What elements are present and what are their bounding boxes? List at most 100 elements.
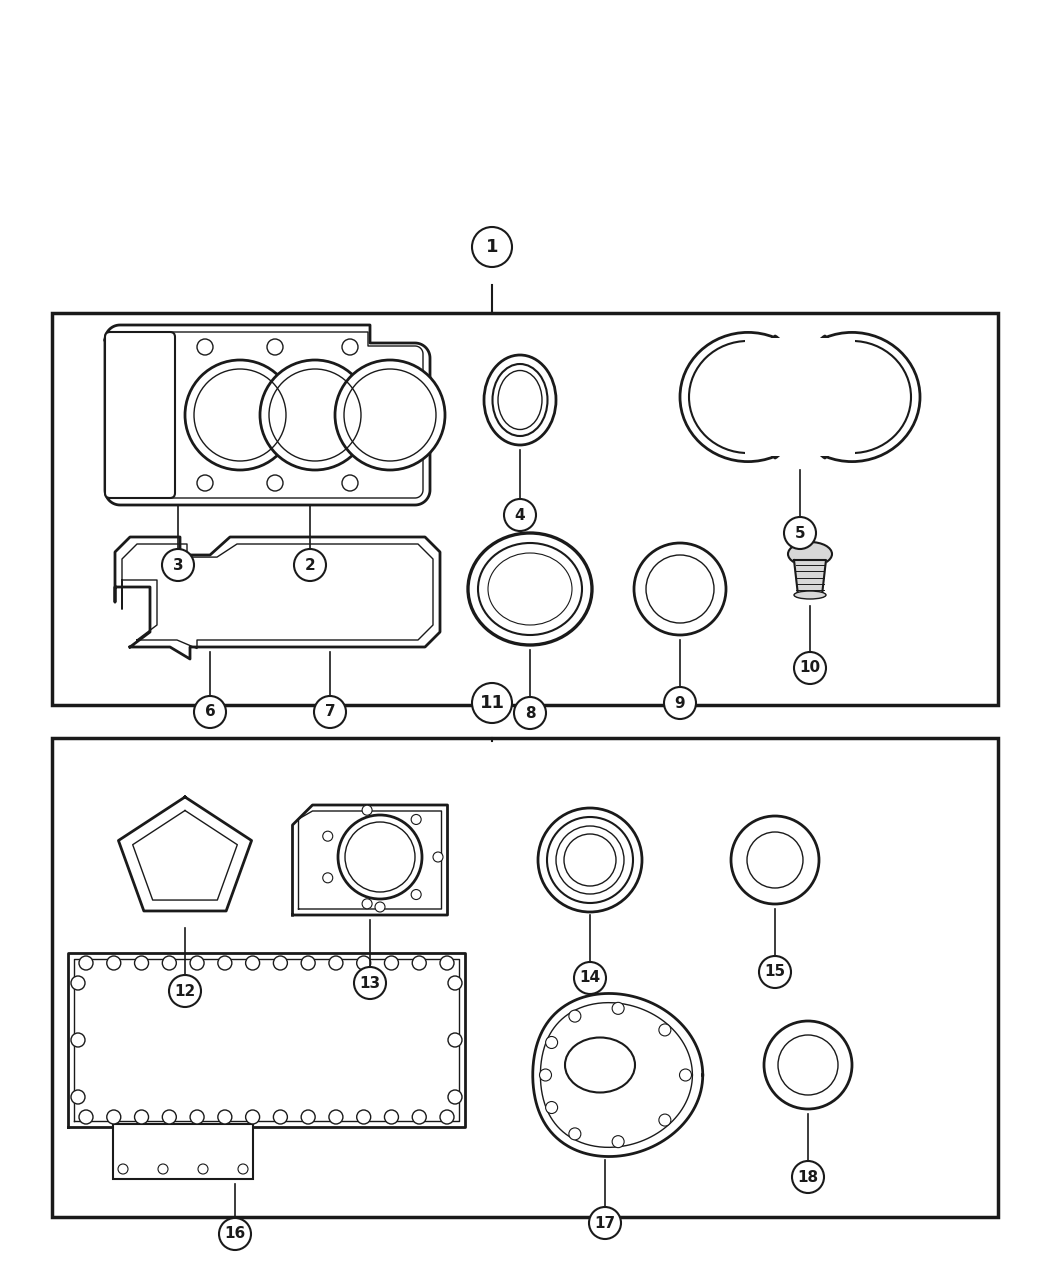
- Circle shape: [267, 476, 284, 491]
- Text: 10: 10: [799, 660, 820, 676]
- Circle shape: [612, 1002, 624, 1015]
- Ellipse shape: [478, 543, 582, 635]
- Circle shape: [246, 956, 259, 970]
- Circle shape: [71, 1090, 85, 1104]
- Text: 1: 1: [486, 238, 499, 256]
- Circle shape: [71, 975, 85, 989]
- Circle shape: [440, 956, 454, 970]
- Circle shape: [504, 499, 536, 530]
- Circle shape: [472, 683, 512, 723]
- Circle shape: [413, 1111, 426, 1125]
- Circle shape: [194, 696, 226, 728]
- Text: 3: 3: [172, 557, 184, 572]
- Text: 15: 15: [764, 964, 785, 979]
- Circle shape: [267, 339, 284, 354]
- Ellipse shape: [794, 592, 826, 599]
- Circle shape: [197, 476, 213, 491]
- Circle shape: [472, 227, 512, 266]
- Circle shape: [238, 1164, 248, 1174]
- Text: 7: 7: [324, 705, 335, 719]
- Circle shape: [659, 1024, 671, 1035]
- Circle shape: [448, 1090, 462, 1104]
- Circle shape: [342, 476, 358, 491]
- Ellipse shape: [788, 542, 832, 566]
- Circle shape: [362, 899, 372, 909]
- Circle shape: [384, 1111, 398, 1125]
- Circle shape: [79, 1111, 93, 1125]
- Text: 8: 8: [525, 705, 536, 720]
- Circle shape: [433, 852, 443, 862]
- Circle shape: [273, 1111, 288, 1125]
- Circle shape: [362, 806, 372, 815]
- Circle shape: [759, 956, 791, 988]
- Circle shape: [784, 516, 816, 550]
- Ellipse shape: [498, 371, 542, 430]
- Text: 9: 9: [675, 695, 686, 710]
- Circle shape: [384, 956, 398, 970]
- Circle shape: [354, 966, 386, 1000]
- Circle shape: [79, 956, 93, 970]
- Circle shape: [107, 956, 121, 970]
- Circle shape: [778, 1035, 838, 1095]
- Circle shape: [448, 1033, 462, 1047]
- Circle shape: [569, 1010, 581, 1023]
- Circle shape: [134, 956, 148, 970]
- Circle shape: [301, 956, 315, 970]
- Circle shape: [71, 1033, 85, 1047]
- Circle shape: [217, 956, 232, 970]
- Text: 6: 6: [205, 705, 215, 719]
- Ellipse shape: [492, 363, 547, 436]
- Text: 11: 11: [480, 694, 504, 711]
- Circle shape: [197, 339, 213, 354]
- Circle shape: [162, 550, 194, 581]
- Circle shape: [413, 956, 426, 970]
- Bar: [746, 338, 855, 456]
- Circle shape: [556, 826, 624, 894]
- Text: 5: 5: [795, 525, 805, 541]
- Circle shape: [546, 1102, 558, 1113]
- Circle shape: [163, 1111, 176, 1125]
- Ellipse shape: [793, 340, 911, 453]
- Circle shape: [792, 1162, 824, 1193]
- Circle shape: [357, 956, 371, 970]
- Circle shape: [134, 1111, 148, 1125]
- Circle shape: [246, 1111, 259, 1125]
- Circle shape: [118, 1164, 128, 1174]
- Circle shape: [659, 1114, 671, 1126]
- Ellipse shape: [689, 340, 807, 453]
- Text: 14: 14: [580, 970, 601, 986]
- Circle shape: [163, 956, 176, 970]
- Text: 13: 13: [359, 975, 380, 991]
- Circle shape: [731, 816, 819, 904]
- Circle shape: [547, 817, 633, 903]
- Circle shape: [589, 1207, 621, 1239]
- Text: 16: 16: [225, 1227, 246, 1242]
- Circle shape: [412, 890, 421, 900]
- Circle shape: [342, 339, 358, 354]
- Ellipse shape: [565, 1038, 635, 1093]
- Bar: [52, 738, 997, 1218]
- Circle shape: [329, 956, 343, 970]
- Polygon shape: [794, 560, 826, 595]
- Text: 17: 17: [594, 1215, 615, 1230]
- Circle shape: [260, 360, 370, 470]
- Ellipse shape: [468, 533, 592, 645]
- Circle shape: [546, 1037, 558, 1048]
- Circle shape: [679, 1068, 692, 1081]
- Circle shape: [664, 687, 696, 719]
- Circle shape: [764, 1021, 852, 1109]
- Circle shape: [185, 360, 295, 470]
- Circle shape: [448, 975, 462, 989]
- Bar: [52, 312, 997, 705]
- Circle shape: [634, 543, 726, 635]
- Circle shape: [190, 1111, 204, 1125]
- Circle shape: [569, 1128, 581, 1140]
- Circle shape: [514, 697, 546, 729]
- Text: 4: 4: [514, 507, 525, 523]
- Circle shape: [794, 652, 826, 683]
- Circle shape: [338, 815, 422, 899]
- Circle shape: [646, 555, 714, 623]
- Circle shape: [107, 1111, 121, 1125]
- Circle shape: [190, 956, 204, 970]
- Circle shape: [169, 975, 201, 1007]
